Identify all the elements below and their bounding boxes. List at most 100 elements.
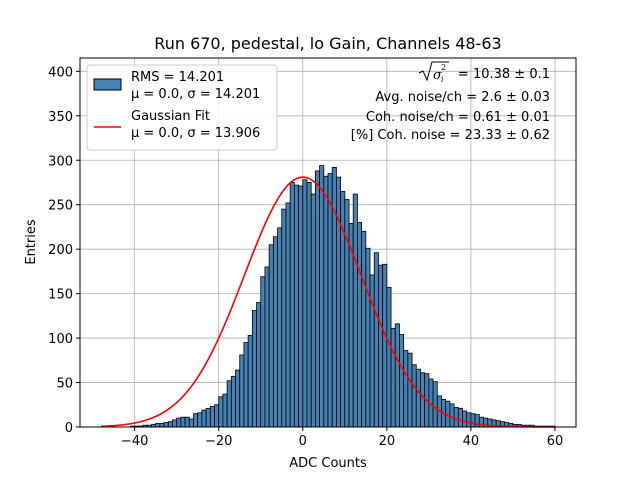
gaussian-fit-curve: [100, 176, 555, 428]
histogram-bar: [306, 182, 312, 428]
histogram-bar: [277, 227, 283, 428]
histogram-bar: [155, 423, 161, 428]
histogram-bar: [209, 406, 215, 428]
y-tick-label: 50: [56, 377, 73, 392]
histogram-bar: [184, 416, 190, 428]
histogram-bar: [331, 166, 337, 428]
histogram-bar: [390, 327, 396, 428]
histogram-bar: [222, 393, 228, 428]
y-tick-label: 0: [65, 421, 73, 436]
histogram-bar: [281, 208, 287, 428]
histogram-bar: [218, 396, 224, 428]
annotation-coh-noise-percent: [%] Coh. noise = 23.33 ± 0.62: [351, 128, 550, 143]
histogram-bar: [378, 264, 384, 428]
sigma-sqrt-symbol: σ i 2: [418, 61, 449, 84]
y-tick-label: 350: [48, 110, 73, 125]
histogram-bar: [239, 354, 245, 428]
histogram-bar: [386, 287, 392, 428]
svg-text:σ: σ: [433, 68, 443, 83]
histogram-bar: [382, 263, 388, 428]
histogram-bar: [260, 276, 266, 428]
histogram-bar: [298, 185, 304, 428]
legend-sublabel-fit: μ = 0.0, σ = 13.906: [131, 126, 260, 141]
legend-label-histogram: RMS = 14.201: [131, 70, 224, 85]
annotations: σ i 2 = 10.38 ± 0.1 Avg. noise/ch = 2.6 …: [351, 61, 550, 143]
histogram-bar: [167, 421, 173, 428]
histogram-bar: [243, 342, 249, 428]
y-tick-label: 400: [48, 65, 73, 80]
annotation-total-noise: = 10.38 ± 0.1: [458, 67, 550, 82]
histogram-bar: [201, 409, 207, 428]
histogram-bar: [272, 236, 278, 428]
histogram-bar: [361, 230, 367, 428]
histogram-bar: [256, 302, 262, 428]
svg-text:i: i: [441, 75, 444, 84]
histogram-bar: [327, 173, 333, 428]
axis-ticks: −40 −20 0 20 40 60 0 50 100 150 200 250 300 350 400: [48, 65, 563, 449]
histogram-bar: [466, 412, 472, 428]
histogram-bar: [365, 247, 371, 428]
histogram-bar: [172, 419, 178, 428]
histogram-bar: [193, 413, 199, 428]
histogram-bar: [180, 416, 186, 428]
histogram-bar: [453, 407, 459, 428]
x-tick-label: −20: [205, 434, 232, 449]
histogram-bar: [399, 334, 405, 428]
histogram-bar: [205, 407, 211, 428]
histogram-bar: [314, 170, 320, 428]
histogram-bar: [159, 423, 165, 428]
histogram-bar: [336, 176, 342, 428]
svg-text:2: 2: [441, 63, 446, 72]
histogram-bar: [323, 175, 329, 428]
x-tick-label: 60: [547, 434, 564, 449]
histogram-bar: [251, 310, 257, 428]
legend: RMS = 14.201 μ = 0.0, σ = 14.201 Gaussia…: [86, 64, 278, 151]
histogram-bar: [226, 380, 232, 428]
plot-frame: [79, 57, 577, 428]
histogram-bar: [293, 184, 299, 428]
x-axis-label: ADC Counts: [289, 456, 367, 471]
x-tick-label: 0: [299, 434, 307, 449]
x-tick-label: −40: [121, 434, 148, 449]
histogram-bar: [462, 410, 468, 428]
histogram-bar: [457, 407, 463, 428]
histogram-bar: [302, 179, 308, 428]
histogram-bar: [449, 403, 455, 428]
x-tick-label: 20: [379, 434, 396, 449]
histogram-bar: [432, 381, 438, 428]
y-axis-label: Entries: [24, 219, 39, 265]
y-tick-label: 150: [48, 288, 73, 303]
histogram-bar: [474, 414, 480, 428]
histogram-bar: [470, 413, 476, 428]
x-tick-label: 40: [463, 434, 480, 449]
histogram-bar: [214, 404, 220, 428]
histogram-bar: [415, 368, 421, 428]
histogram-bar: [163, 422, 169, 428]
legend-sublabel-histogram: μ = 0.0, σ = 14.201: [131, 87, 260, 102]
histogram-bar: [394, 323, 400, 428]
histogram-bar: [411, 364, 417, 428]
histogram-bar: [319, 165, 325, 428]
legend-box: [86, 64, 278, 151]
legend-swatch-histogram: [93, 78, 122, 91]
histogram-bar: [235, 369, 241, 428]
histogram-bar: [357, 222, 363, 428]
y-tick-label: 200: [48, 243, 73, 258]
histogram-bar: [197, 412, 203, 428]
annotation-coh-noise: Coh. noise/ch = 0.61 ± 0.01: [366, 110, 550, 125]
histogram-bar: [188, 418, 194, 428]
histogram-bar: [176, 417, 182, 428]
chart-title: Run 670, pedestal, lo Gain, Channels 48-…: [154, 34, 501, 53]
histogram-bar: [247, 335, 253, 428]
histogram-bar: [420, 372, 426, 428]
histogram-bar: [230, 375, 236, 428]
histogram-bar: [285, 202, 291, 428]
histogram-bar: [352, 193, 358, 428]
legend-label-fit: Gaussian Fit: [131, 109, 210, 124]
histogram-bar: [403, 350, 409, 428]
y-tick-label: 250: [48, 199, 73, 214]
histogram-bar: [268, 244, 274, 428]
histogram-bar: [289, 182, 295, 428]
histogram-bar: [264, 266, 270, 428]
